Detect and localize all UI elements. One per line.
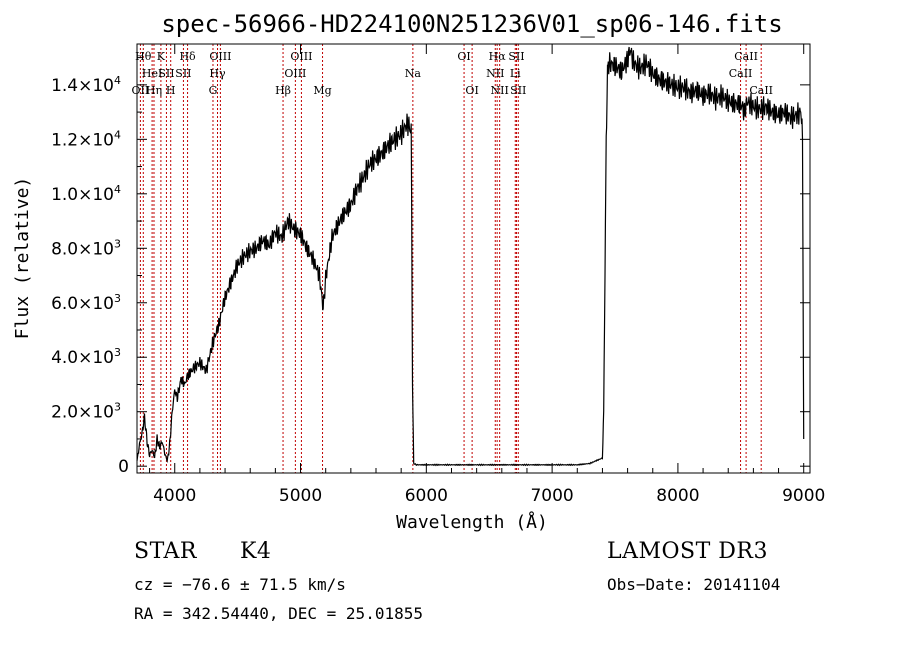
line-label-0: Hθ: [135, 50, 152, 63]
object-type: STAR: [134, 539, 197, 564]
coordinates: RA = 342.54440, DEC = 25.01855: [134, 604, 423, 623]
line-label-22: Li: [510, 67, 521, 80]
line-label-20: Hα: [489, 50, 507, 63]
x-tick-label-4: 8000: [656, 486, 699, 506]
line-label-2: HeI: [142, 67, 162, 80]
line-label-17: OI: [457, 50, 470, 63]
line-label-3: Hη: [146, 84, 162, 97]
survey-label: LAMOST DR3: [607, 539, 768, 564]
flux-series-line: [136, 46, 805, 467]
line-label-13: OIII: [284, 67, 306, 80]
y-tick-label-1: 2.0×103: [51, 401, 121, 423]
x-tick-label-1: 5000: [279, 486, 322, 506]
line-label-23: SII: [508, 50, 524, 63]
spectral-line-labels: Hθ OII HeI Hη K SII H Hδ SII Hγ OIII G Hβ OIII OIII Mg N…: [132, 50, 773, 97]
x-axis-label: Wavelength (Å): [396, 511, 548, 533]
spectrum-chart: spec-56966-HD224100N251236V01_sp06-146.f…: [12, 10, 825, 533]
y-tick-label-4: 8.0×103: [51, 237, 121, 259]
y-tick-label-3: 6.0×103: [51, 292, 121, 314]
axis-ticks: 4000 5000 6000 7000 8000 9000 0 2.0×103 4.0×103 6…: [51, 44, 825, 506]
spectral-line-markers: [139, 44, 762, 473]
y-tick-label-7: 1.4×104: [51, 74, 121, 96]
line-label-5: SII: [158, 67, 174, 80]
x-tick-label-0: 4000: [153, 486, 196, 506]
line-label-21: NII: [491, 84, 509, 97]
line-label-16: Na: [405, 67, 422, 80]
line-label-27: CaII: [749, 84, 773, 97]
line-label-1: OII: [132, 84, 150, 97]
y-tick-label-0: 0: [118, 457, 129, 477]
line-label-7: Hδ: [179, 50, 196, 63]
line-label-15: Mg: [313, 84, 331, 97]
y-tick-label-2: 4.0×103: [51, 346, 121, 368]
plot-frame: [136, 43, 811, 474]
y-tick-label-6: 1.2×104: [51, 128, 121, 150]
redshift-text: cz = −76.6 ± 71.5 km/s: [134, 575, 346, 594]
y-axis-label: Flux (relative): [12, 177, 33, 340]
line-label-8: SII: [175, 67, 191, 80]
x-tick-label-3: 7000: [530, 486, 573, 506]
line-label-14: OIII: [290, 50, 312, 63]
line-label-24: SII: [510, 84, 526, 97]
x-tick-label-2: 6000: [405, 486, 448, 506]
spectral-subclass: K4: [240, 539, 272, 564]
line-label-4: K: [157, 50, 166, 63]
line-label-10: OIII: [209, 50, 231, 63]
x-tick-label-5: 9000: [782, 486, 825, 506]
obs-date: Obs−Date: 20141104: [607, 575, 781, 594]
line-label-9: Hγ: [209, 67, 226, 80]
line-label-26: CaII: [734, 50, 758, 63]
line-label-19: NII: [486, 67, 504, 80]
line-label-6: H: [166, 84, 176, 97]
line-label-12: Hβ: [275, 84, 291, 97]
line-label-18: OI: [465, 84, 478, 97]
y-tick-label-5: 1.0×104: [51, 183, 121, 205]
chart-title: spec-56966-HD224100N251236V01_sp06-146.f…: [161, 10, 782, 38]
line-label-11: G: [209, 84, 218, 97]
line-label-25: CaII: [729, 67, 753, 80]
